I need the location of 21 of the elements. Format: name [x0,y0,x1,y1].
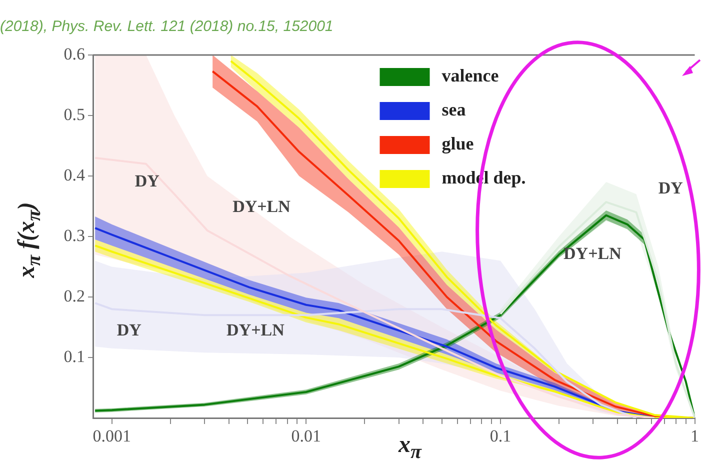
x-tick-label: 1 [690,426,699,446]
annotation: DY [116,320,142,340]
annotation: DY+LN [564,244,622,264]
y-tick-label: 0.6 [64,44,85,64]
annotation: DY+LN [226,320,286,340]
y-tick-label: 0.3 [64,226,85,245]
legend-label: sea [442,100,466,120]
y-tick-label: 0.4 [64,165,86,184]
x-axis-title: x$_{π}$ [398,432,422,464]
annotation: DY [658,178,683,198]
chart-title: (2018), Phys. Rev. Lett. 121 (2018) no.15, 152001 [0,18,334,35]
x-tick-label: 0.1 [490,426,512,446]
y-tick-label: 0.1 [64,346,85,366]
x-tick-label: 0.01 [291,426,322,446]
y-tick-label: 0.2 [64,286,85,306]
y-tick-label: 0.5 [64,104,85,124]
legend-label: glue [442,134,474,154]
legend-label: valence [442,66,499,86]
annotation: DY+LN [232,196,292,216]
x-tick-label: 0.001 [92,426,131,446]
annotation: DY [134,171,160,190]
